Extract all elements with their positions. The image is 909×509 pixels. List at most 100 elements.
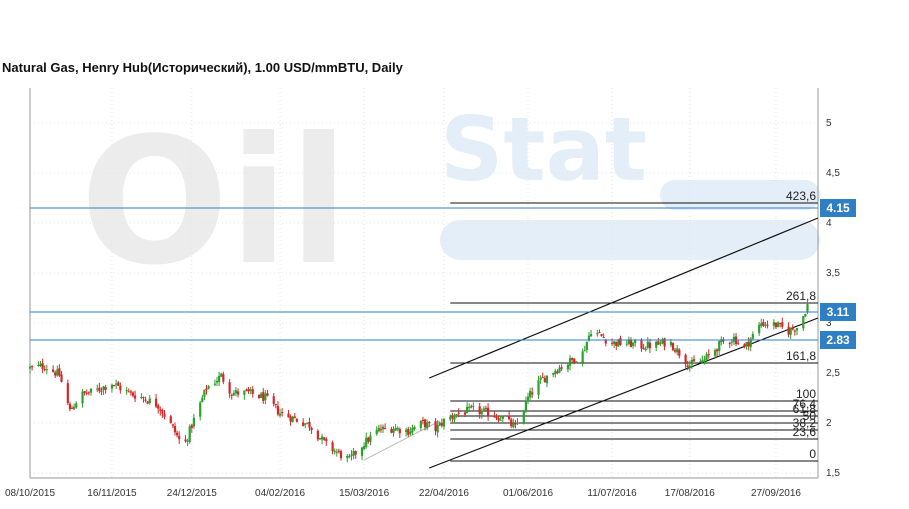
- candle-body: [243, 390, 246, 395]
- candle-body: [571, 357, 574, 360]
- candle-body: [41, 363, 44, 369]
- candle-body: [449, 416, 452, 420]
- y-tick-label: 4: [826, 218, 832, 229]
- candle-body: [539, 377, 542, 380]
- candle-body: [743, 344, 746, 347]
- candle-body: [43, 368, 46, 370]
- candle-body: [661, 339, 664, 344]
- fib-label: 38,2: [793, 416, 817, 430]
- candle-body: [457, 412, 460, 414]
- candle-body: [774, 322, 778, 328]
- candle-body: [203, 389, 206, 397]
- candle-body: [392, 429, 395, 433]
- candle-body: [554, 370, 557, 375]
- candle-body: [707, 354, 710, 356]
- candle-body: [764, 324, 767, 326]
- candle-body: [762, 321, 765, 326]
- candle-body: [220, 373, 223, 377]
- candle-body: [262, 392, 265, 401]
- candle-body: [428, 422, 431, 424]
- candle-body: [75, 403, 78, 408]
- candle-body: [684, 354, 687, 365]
- candle-body: [291, 416, 294, 423]
- candle-body: [758, 324, 761, 334]
- y-tick-label: 5: [826, 118, 832, 129]
- candle-body: [690, 360, 694, 365]
- candle-body: [728, 342, 731, 344]
- candle-body: [434, 421, 437, 431]
- candle-body: [674, 350, 677, 352]
- candle-body: [419, 421, 422, 428]
- candle-body: [766, 324, 769, 326]
- candle-body: [117, 382, 120, 386]
- candle-body: [278, 413, 282, 416]
- candle-body: [260, 393, 263, 399]
- candle-body: [58, 368, 61, 376]
- candle-body: [716, 349, 719, 352]
- candle-body: [531, 392, 534, 395]
- candle-body: [367, 437, 370, 442]
- candle-body: [514, 422, 517, 425]
- candle-body: [154, 398, 158, 407]
- candle-body: [54, 372, 57, 376]
- candle-body: [281, 412, 284, 414]
- candle-body: [249, 389, 252, 391]
- candle-body: [98, 387, 101, 391]
- candle-body: [686, 365, 689, 367]
- candle-body: [413, 427, 416, 430]
- candle-body: [264, 393, 267, 401]
- candle-body: [713, 350, 717, 356]
- candle-body: [350, 454, 353, 456]
- candle-body: [266, 393, 269, 396]
- candle-body: [779, 322, 782, 324]
- candle-body: [363, 445, 366, 449]
- candle-body: [806, 304, 809, 313]
- candle-body: [760, 323, 763, 327]
- candle-body: [276, 406, 280, 415]
- candle-body: [688, 365, 691, 368]
- candle-body: [39, 363, 42, 366]
- candle-body: [66, 383, 69, 403]
- candle-body: [804, 313, 807, 317]
- candle-body: [676, 348, 679, 353]
- candle-body: [175, 432, 179, 436]
- candle-body: [589, 334, 593, 337]
- candle-body: [587, 335, 591, 341]
- candle-body: [85, 392, 88, 394]
- candle-body: [575, 361, 578, 363]
- watermark-text-1: Oil: [80, 101, 349, 304]
- candle-body: [173, 425, 177, 433]
- candle-body: [423, 419, 427, 428]
- level-badge: [820, 303, 856, 321]
- candle-body: [339, 451, 343, 459]
- candle-body: [289, 416, 292, 422]
- x-tick-label: 17/08/2016: [665, 488, 715, 499]
- fib-label: 50: [803, 409, 817, 423]
- candle-body: [545, 375, 549, 384]
- candle-body: [133, 395, 137, 399]
- candle-body: [596, 333, 599, 335]
- candle-body: [747, 341, 750, 347]
- candle-body: [100, 390, 103, 392]
- candle-body: [308, 421, 311, 428]
- candle-body: [789, 328, 792, 335]
- candle-body: [644, 348, 647, 350]
- candle-body: [558, 367, 561, 373]
- candle-body: [583, 350, 586, 352]
- candle-body: [169, 416, 172, 423]
- candle-body: [426, 422, 429, 429]
- candle-body: [310, 427, 313, 431]
- candle-body: [31, 366, 34, 368]
- candle-body: [295, 418, 298, 422]
- level-badge-label: 3.11: [827, 305, 850, 319]
- candle-body: [335, 451, 338, 453]
- level-badge-label: 4.15: [826, 201, 850, 215]
- candle-body: [625, 343, 628, 345]
- candle-body: [470, 406, 473, 408]
- candle-body: [568, 358, 572, 366]
- candle-body: [501, 416, 504, 419]
- y-tick-label: 3: [826, 318, 832, 329]
- candle-body: [377, 427, 380, 432]
- candle-body: [802, 316, 805, 329]
- candle-body: [316, 430, 319, 440]
